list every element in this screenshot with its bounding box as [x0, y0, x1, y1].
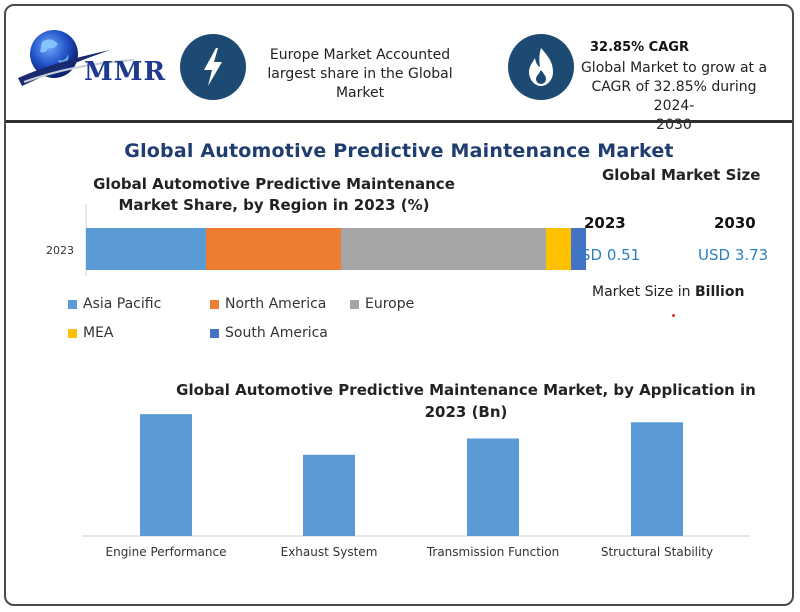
application-bar-exhaust-system — [303, 454, 355, 536]
cagr-title: 32.85% CAGR — [590, 40, 689, 55]
legend-item-south-america: South America — [210, 325, 328, 341]
feature1-text: Europe Market Accounted largest share in… — [260, 46, 460, 103]
market-size-title: Global Market Size — [602, 166, 761, 184]
region-bar-segment-mea — [546, 228, 571, 270]
region-bar-category-label: 2023 — [46, 244, 74, 257]
decorative-dot — [672, 314, 675, 317]
application-chart: Engine Performance Exhaust System Transmis… — [82, 414, 750, 559]
lightning-bolt-icon — [180, 34, 246, 100]
application-bar-transmission-function — [467, 438, 519, 536]
logo-text: MMR — [84, 57, 167, 87]
legend-swatch — [210, 328, 219, 338]
application-category-label: Exhaust System — [281, 545, 378, 559]
application-bar-structural-stability — [631, 422, 683, 536]
market-size-year-2023: 2023 — [584, 214, 626, 232]
legend-item-asia-pacific: Asia Pacific — [68, 296, 161, 312]
unit-prefix: Market Size in — [592, 284, 695, 300]
region-bar-segment-asia-pacific — [86, 228, 206, 270]
region-bar-segment-europe — [341, 228, 546, 270]
infographic-frame: MMR Europe Market Accounted largest shar… — [4, 4, 794, 606]
region-chart-title: Global Automotive Predictive Maintenance… — [93, 175, 455, 214]
legend-label: Asia Pacific — [83, 296, 162, 312]
application-bar-engine-performance — [140, 414, 192, 536]
header: MMR Europe Market Accounted largest shar… — [6, 6, 792, 133]
market-size-unit: Market Size in Billion — [592, 284, 744, 300]
application-chart-title: Global Automotive Predictive Maintenance… — [176, 381, 756, 421]
legend-swatch — [350, 299, 359, 309]
legend-swatch — [68, 299, 77, 309]
legend-item-europe: Europe — [350, 296, 414, 312]
region-bar-segment-south-america — [571, 228, 586, 270]
market-size-value-2030: USD 3.73 — [698, 246, 769, 264]
region-share-chart — [85, 204, 586, 276]
legend-label: North America — [225, 296, 327, 312]
header-divider — [6, 120, 792, 123]
legend-label: MEA — [83, 325, 114, 341]
feature1-line: Market — [335, 85, 385, 101]
globe-icon — [18, 30, 135, 86]
market-size-value-2023: USD 0.51 — [570, 246, 641, 264]
application-category-label: Structural Stability — [601, 545, 713, 559]
feature2-text: Global Market to grow at a CAGR of 32.85… — [576, 59, 772, 135]
legend-label: Europe — [365, 296, 415, 312]
legend-swatch — [210, 299, 219, 309]
legend-item-north-america: North America — [210, 296, 326, 312]
market-size-year-2030: 2030 — [714, 214, 756, 232]
feature1-line: Europe Market Accounted — [269, 47, 451, 63]
application-category-label: Transmission Function — [426, 545, 559, 559]
flame-icon — [508, 34, 574, 100]
region-bar-segment-north-america — [206, 228, 341, 270]
legend-item-mea: MEA — [68, 325, 114, 341]
mmr-logo: MMR — [14, 20, 174, 100]
feature1-line: largest share in the Global — [267, 66, 453, 82]
legend-swatch — [68, 328, 77, 338]
feature2-line: Global Market to grow at a — [580, 60, 768, 76]
main-title: Global Automotive Predictive Maintenance… — [124, 140, 674, 162]
feature2-line: CAGR of 32.85% during 2024- — [591, 79, 757, 114]
application-category-label: Engine Performance — [106, 545, 227, 559]
legend-label: South America — [225, 325, 328, 341]
unit-bold: Billion — [694, 284, 745, 300]
